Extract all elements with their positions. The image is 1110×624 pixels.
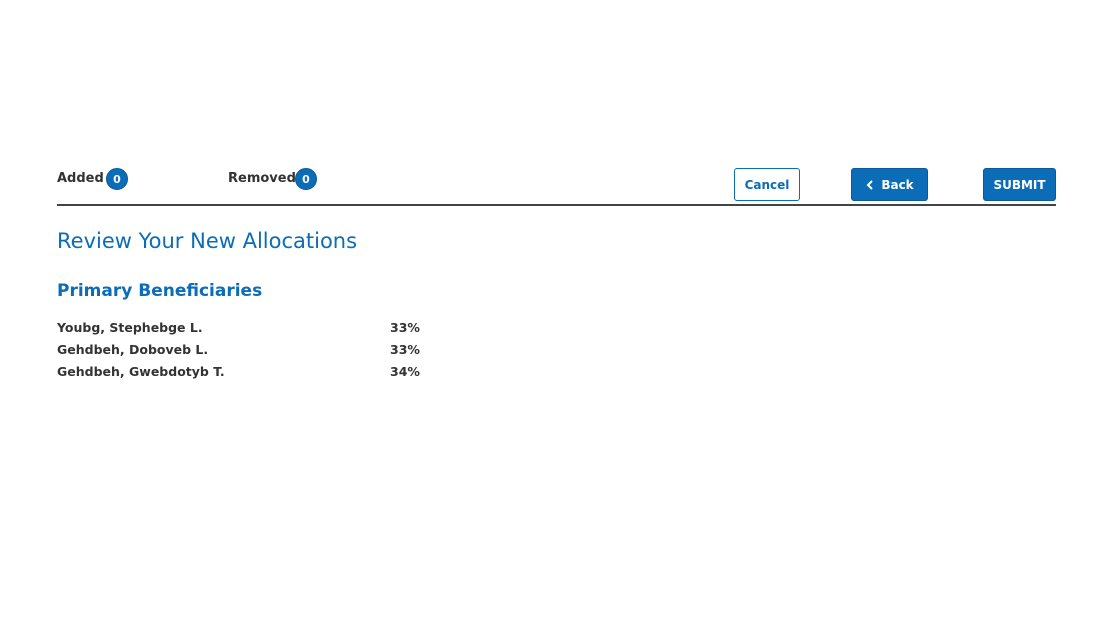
removed-count: 0 [295,168,317,190]
cancel-button[interactable]: Cancel [734,168,800,201]
submit-button[interactable]: SUBMIT [983,168,1056,201]
back-chevron [866,179,874,190]
beneficiary-allocation: 33% [390,320,420,335]
back-button[interactable]: Back [851,168,928,201]
beneficiary-name: Gehdbeh, Gwebdotyb T. [57,364,225,379]
divider [57,204,1056,206]
submit-text: SUBMIT [993,177,1046,192]
beneficiary-name: Youbg, Stephebge L. [57,320,203,335]
back-text: Back [881,177,914,192]
added-label: Added [57,171,104,186]
cancel-text: Cancel [744,177,790,192]
section-title: Primary Beneficiaries [57,281,263,301]
added-count: 0 [106,168,128,190]
beneficiary-allocation: 34% [390,364,420,379]
page-heading: Review Your New Allocations [57,229,358,253]
beneficiary-allocation: 33% [390,342,420,357]
beneficiary-name: Gehdbeh, Doboveb L. [57,342,209,357]
removed-label: Removed [228,171,296,186]
